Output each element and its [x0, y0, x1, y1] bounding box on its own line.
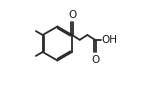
- Text: O: O: [91, 55, 99, 65]
- Text: OH: OH: [101, 35, 117, 45]
- Text: O: O: [68, 10, 76, 20]
